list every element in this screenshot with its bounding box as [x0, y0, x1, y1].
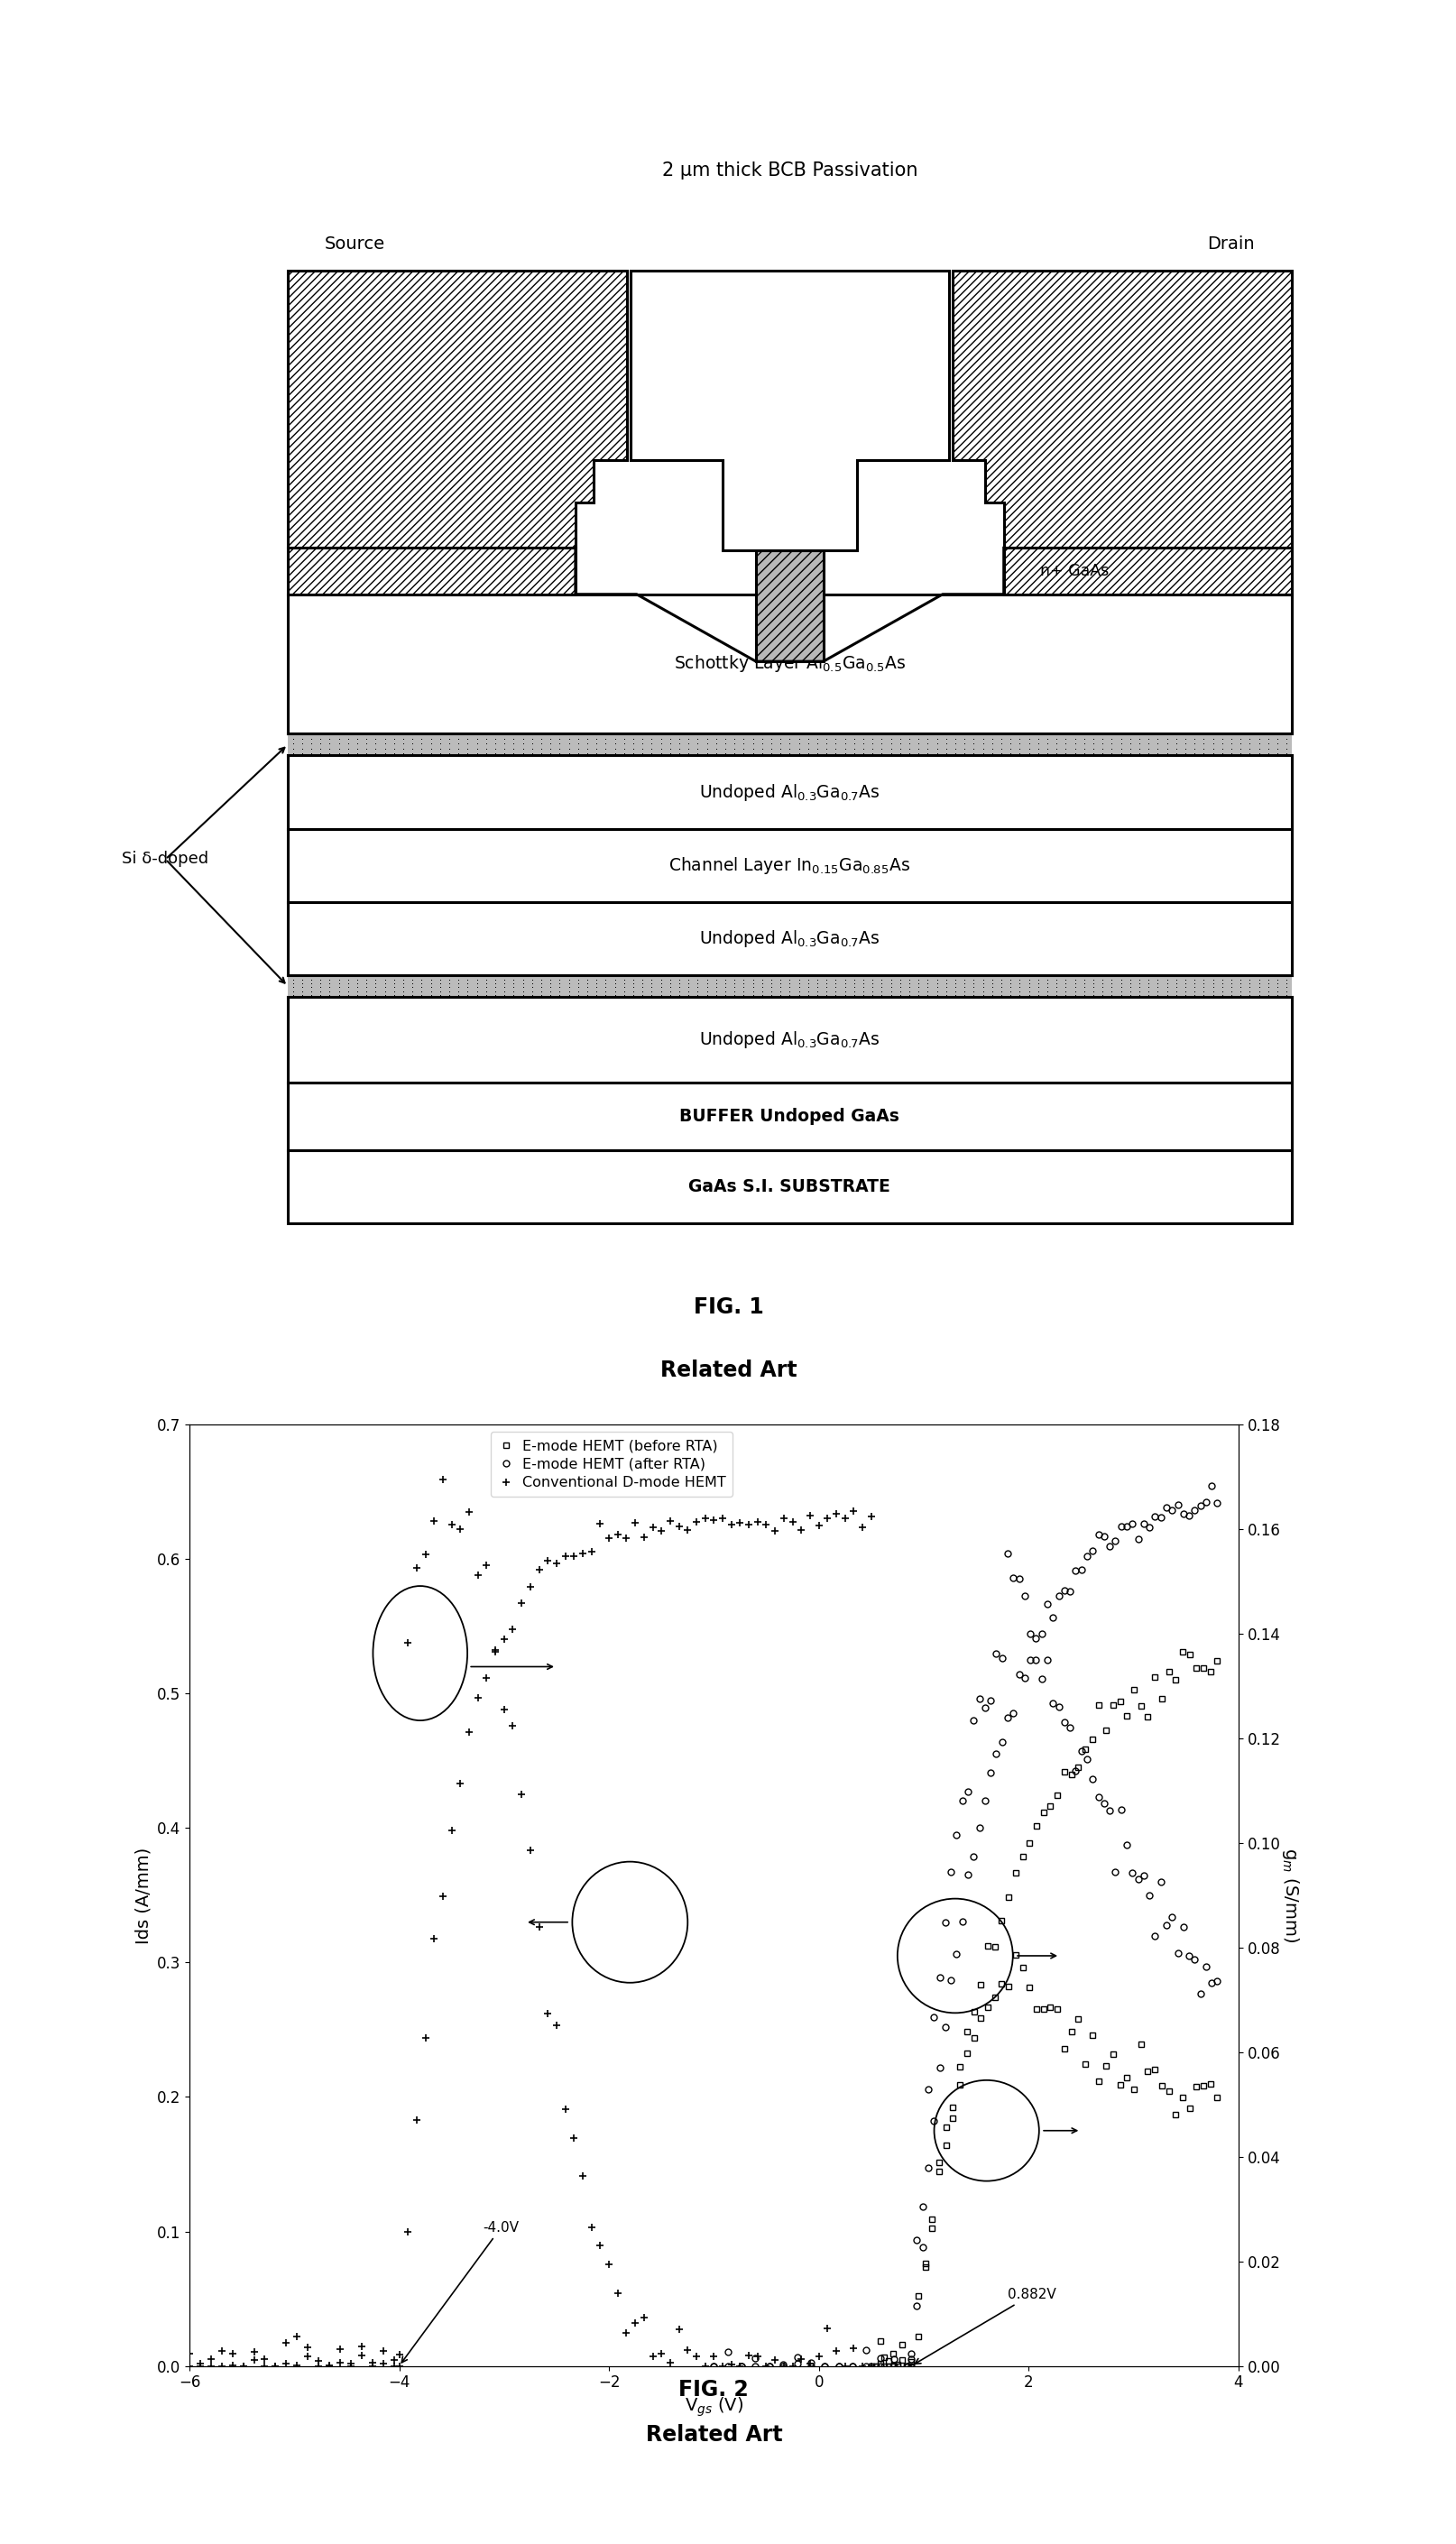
- Text: Related Art: Related Art: [645, 2424, 782, 2447]
- Text: Si δ-doped: Si δ-doped: [122, 852, 208, 868]
- Conventional D-mode HEMT: [731, 1506, 748, 1537]
- Bar: [1003, 547, 1290, 595]
- Bar: [288, 547, 575, 595]
- Text: Undoped Al$_{0.3}$Ga$_{0.7}$As: Undoped Al$_{0.3}$Ga$_{0.7}$As: [699, 929, 879, 949]
- Text: Undoped Al$_{0.3}$Ga$_{0.7}$As: Undoped Al$_{0.3}$Ga$_{0.7}$As: [699, 1030, 879, 1051]
- Line: E-mode HEMT (after RTA): E-mode HEMT (after RTA): [711, 1483, 1220, 2368]
- E-mode HEMT (after RTA): [1203, 1470, 1220, 1501]
- Text: Related Art: Related Art: [660, 1361, 796, 1381]
- Polygon shape: [630, 270, 948, 550]
- Bar: [288, 756, 1290, 829]
- Bar: [288, 829, 1290, 903]
- Bar: [288, 1084, 1290, 1150]
- Conventional D-mode HEMT: [234, 2351, 252, 2381]
- Text: 2 μm thick BCB Passivation: 2 μm thick BCB Passivation: [661, 160, 917, 178]
- E-mode HEMT (before RTA): [1208, 1646, 1226, 1676]
- Text: FIG. 2: FIG. 2: [678, 2379, 748, 2402]
- E-mode HEMT (before RTA): [971, 1969, 989, 2000]
- E-mode HEMT (before RTA): [903, 2351, 920, 2381]
- E-mode HEMT (after RTA): [936, 2012, 954, 2043]
- Bar: [288, 733, 1290, 756]
- Text: Drain: Drain: [1207, 234, 1254, 252]
- Conventional D-mode HEMT: [256, 2351, 274, 2381]
- E-mode HEMT (after RTA): [1146, 1501, 1163, 1531]
- Text: GaAs S.I. SUBSTRATE: GaAs S.I. SUBSTRATE: [689, 1178, 890, 1196]
- Conventional D-mode HEMT: [713, 1504, 731, 1534]
- Conventional D-mode HEMT: [844, 1496, 862, 1526]
- Conventional D-mode HEMT: [181, 2338, 198, 2368]
- Polygon shape: [288, 270, 626, 547]
- Conventional D-mode HEMT: [801, 1501, 818, 1531]
- E-mode HEMT (before RTA): [923, 2213, 941, 2244]
- Text: Channel Layer In$_{0.15}$Ga$_{0.85}$As: Channel Layer In$_{0.15}$Ga$_{0.85}$As: [668, 855, 910, 875]
- Bar: [288, 974, 1290, 997]
- Text: n+ GaAs: n+ GaAs: [1040, 562, 1108, 580]
- Y-axis label: Ids (A/mm): Ids (A/mm): [134, 1847, 151, 1944]
- Text: Schottky Layer Al$_{0.5}$Ga$_{0.5}$As: Schottky Layer Al$_{0.5}$Ga$_{0.5}$As: [673, 654, 906, 674]
- Bar: [288, 903, 1290, 974]
- Bar: [288, 997, 1290, 1084]
- Conventional D-mode HEMT: [862, 1501, 879, 1531]
- Line: E-mode HEMT (before RTA): E-mode HEMT (before RTA): [868, 1649, 1219, 2368]
- E-mode HEMT (after RTA): [705, 2351, 722, 2381]
- E-mode HEMT (before RTA): [1201, 1656, 1219, 1687]
- E-mode HEMT (after RTA): [907, 2290, 925, 2320]
- Line: Conventional D-mode HEMT: Conventional D-mode HEMT: [185, 1509, 875, 2368]
- Text: 0.882V: 0.882V: [914, 2287, 1056, 2363]
- Text: Undoped Al$_{0.3}$Ga$_{0.7}$As: Undoped Al$_{0.3}$Ga$_{0.7}$As: [699, 781, 879, 801]
- E-mode HEMT (after RTA): [1032, 1618, 1050, 1649]
- Bar: [288, 1150, 1290, 1224]
- Bar: [288, 595, 1290, 733]
- Conventional D-mode HEMT: [740, 1509, 757, 1539]
- Text: -4.0V: -4.0V: [402, 2221, 518, 2363]
- Text: FIG. 1: FIG. 1: [693, 1297, 763, 1318]
- E-mode HEMT (before RTA): [888, 2351, 906, 2381]
- E-mode HEMT (after RTA): [1208, 1488, 1226, 1519]
- E-mode HEMT (before RTA): [1174, 1636, 1191, 1666]
- E-mode HEMT (after RTA): [830, 2351, 847, 2381]
- E-mode HEMT (before RTA): [1166, 1664, 1184, 1694]
- E-mode HEMT (before RTA): [862, 2351, 879, 2381]
- Bar: [756, 550, 823, 661]
- Polygon shape: [952, 270, 1290, 547]
- Text: Source: Source: [325, 234, 384, 252]
- Conventional D-mode HEMT: [757, 1509, 775, 1539]
- Legend: E-mode HEMT (before RTA), E-mode HEMT (after RTA), Conventional D-mode HEMT: E-mode HEMT (before RTA), E-mode HEMT (a…: [491, 1432, 732, 1496]
- Text: BUFFER Undoped GaAs: BUFFER Undoped GaAs: [678, 1107, 900, 1124]
- E-mode HEMT (after RTA): [1152, 1501, 1169, 1531]
- X-axis label: V$_{gs}$ (V): V$_{gs}$ (V): [684, 2396, 743, 2419]
- Y-axis label: g$_m$ (S/mm): g$_m$ (S/mm): [1278, 1847, 1300, 1944]
